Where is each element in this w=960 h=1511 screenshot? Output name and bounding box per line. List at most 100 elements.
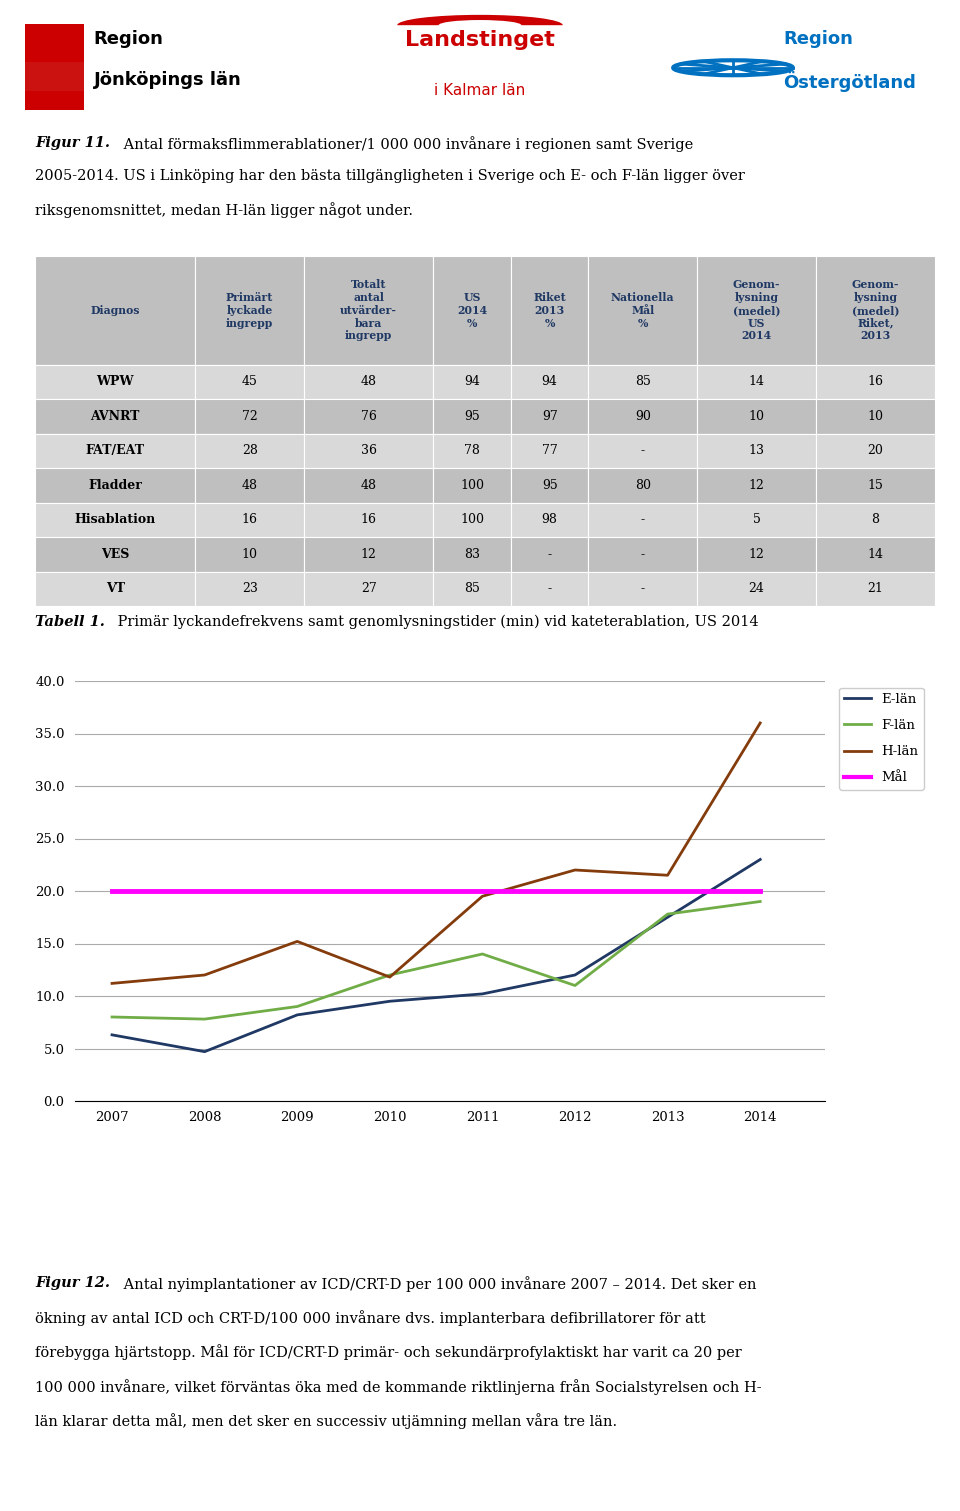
Bar: [304, 536, 433, 571]
Text: 48: 48: [361, 375, 376, 388]
Bar: [511, 364, 588, 399]
Bar: [195, 468, 304, 503]
Bar: [588, 571, 697, 606]
Text: 85: 85: [635, 375, 651, 388]
Text: 100: 100: [460, 514, 484, 526]
Bar: [588, 468, 697, 503]
Text: 76: 76: [361, 409, 376, 423]
Bar: [304, 503, 433, 536]
Text: Region: Region: [783, 30, 853, 48]
Text: 28: 28: [242, 444, 257, 458]
Text: Riket
2013
%: Riket 2013 %: [534, 292, 566, 328]
Text: 100 000 invånare, vilket förväntas öka med de kommande riktlinjerna från Socials: 100 000 invånare, vilket förväntas öka m…: [35, 1378, 761, 1395]
Bar: [697, 364, 816, 399]
Bar: [588, 399, 697, 434]
Text: 100: 100: [460, 479, 484, 491]
Text: 90: 90: [635, 409, 651, 423]
Text: 12: 12: [749, 479, 764, 491]
Bar: [511, 399, 588, 434]
Bar: [195, 364, 304, 399]
Text: 5: 5: [753, 514, 760, 526]
Bar: [588, 255, 697, 364]
Text: Nationella
Mål
%: Nationella Mål %: [611, 292, 675, 328]
Text: WPW: WPW: [96, 375, 134, 388]
Bar: [25, 62, 84, 91]
Text: Antal förmaksflimmerablationer/1 000 000 invånare i regionen samt Sverige: Antal förmaksflimmerablationer/1 000 000…: [119, 136, 693, 153]
Text: 10: 10: [868, 409, 883, 423]
Text: Jönköpings län: Jönköpings län: [94, 71, 241, 89]
Text: VES: VES: [101, 548, 130, 561]
Text: 48: 48: [361, 479, 376, 491]
Text: 16: 16: [868, 375, 883, 388]
Bar: [511, 434, 588, 468]
Text: 23: 23: [242, 582, 257, 595]
Text: Primär lyckandefrekvens samt genomlysningstider (min) vid kateterablation, US 20: Primär lyckandefrekvens samt genomlysnin…: [113, 615, 759, 630]
Bar: [433, 503, 511, 536]
Text: 10: 10: [749, 409, 764, 423]
Bar: [816, 434, 935, 468]
Text: 80: 80: [635, 479, 651, 491]
Text: Tabell 1.: Tabell 1.: [35, 615, 105, 629]
Text: 98: 98: [541, 514, 558, 526]
Text: ökning av antal ICD och CRT-D/100 000 invånare dvs. implanterbara defibrillatore: ökning av antal ICD och CRT-D/100 000 in…: [35, 1310, 706, 1327]
Bar: [433, 399, 511, 434]
Bar: [697, 434, 816, 468]
Bar: [697, 571, 816, 606]
Bar: [35, 364, 195, 399]
Text: 14: 14: [749, 375, 764, 388]
Bar: [195, 434, 304, 468]
Bar: [511, 255, 588, 364]
Text: 85: 85: [464, 582, 480, 595]
Text: 12: 12: [361, 548, 376, 561]
Text: Fladder: Fladder: [88, 479, 142, 491]
Bar: [304, 434, 433, 468]
Text: Hisablation: Hisablation: [75, 514, 156, 526]
Text: 2005-2014. US i Linköping har den bästa tillgängligheten i Sverige och E- och F-: 2005-2014. US i Linköping har den bästa …: [35, 169, 745, 183]
Bar: [35, 503, 195, 536]
Text: -: -: [640, 444, 645, 458]
Bar: [816, 571, 935, 606]
Text: Diagnos: Diagnos: [90, 305, 140, 316]
Text: 72: 72: [242, 409, 257, 423]
Bar: [433, 364, 511, 399]
Bar: [588, 503, 697, 536]
Text: 77: 77: [541, 444, 558, 458]
Bar: [304, 399, 433, 434]
Bar: [35, 434, 195, 468]
Text: 45: 45: [242, 375, 257, 388]
Bar: [35, 571, 195, 606]
Bar: [35, 468, 195, 503]
Text: FAT/EAT: FAT/EAT: [85, 444, 145, 458]
Bar: [35, 399, 195, 434]
Text: riksgenomsnittet, medan H-län ligger något under.: riksgenomsnittet, medan H-län ligger någ…: [35, 202, 413, 218]
Bar: [304, 255, 433, 364]
Text: län klarar detta mål, men det sker en successiv utjämning mellan våra tre län.: län klarar detta mål, men det sker en su…: [35, 1413, 617, 1429]
Bar: [697, 503, 816, 536]
Bar: [511, 536, 588, 571]
Text: -: -: [640, 514, 645, 526]
Text: -: -: [547, 548, 552, 561]
Bar: [697, 468, 816, 503]
Text: 24: 24: [749, 582, 764, 595]
Text: 13: 13: [749, 444, 764, 458]
Text: 20: 20: [868, 444, 883, 458]
Bar: [195, 571, 304, 606]
Bar: [433, 255, 511, 364]
Bar: [816, 536, 935, 571]
Bar: [816, 503, 935, 536]
Text: -: -: [640, 582, 645, 595]
Bar: [588, 364, 697, 399]
Text: Primärt
lyckade
ingrepp: Primärt lyckade ingrepp: [226, 292, 274, 328]
Text: Antal nyimplantationer av ICD/CRT-D per 100 000 invånare 2007 – 2014. Det sker e: Antal nyimplantationer av ICD/CRT-D per …: [119, 1275, 756, 1292]
Bar: [433, 571, 511, 606]
Text: 83: 83: [464, 548, 480, 561]
Text: förebygga hjärtstopp. Mål för ICD/CRT-D primär- och sekundärprofylaktiskt har va: förebygga hjärtstopp. Mål för ICD/CRT-D …: [35, 1345, 742, 1360]
Text: 94: 94: [464, 375, 480, 388]
Bar: [195, 255, 304, 364]
Bar: [511, 468, 588, 503]
Bar: [511, 503, 588, 536]
Bar: [195, 503, 304, 536]
Text: 14: 14: [868, 548, 883, 561]
Text: Östergötland: Östergötland: [783, 71, 917, 92]
Text: 10: 10: [242, 548, 257, 561]
